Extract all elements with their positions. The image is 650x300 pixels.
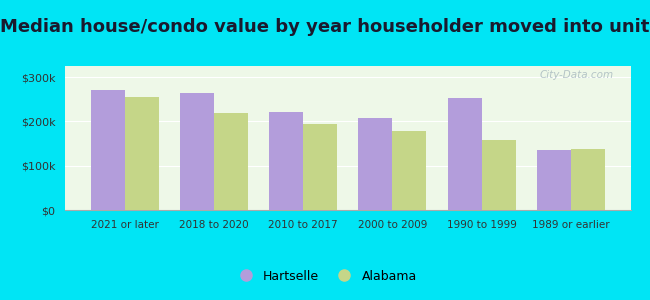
- Bar: [180, 93, 214, 210]
- Bar: [358, 118, 393, 210]
- Bar: [125, 97, 159, 210]
- Bar: [269, 112, 303, 210]
- Bar: [448, 98, 482, 210]
- Bar: [393, 131, 426, 210]
- Bar: [537, 150, 571, 210]
- Bar: [571, 149, 605, 210]
- Text: Median house/condo value by year householder moved into unit: Median house/condo value by year househo…: [0, 18, 650, 36]
- Bar: [482, 140, 515, 210]
- Bar: [303, 124, 337, 210]
- Bar: [214, 113, 248, 210]
- Bar: [91, 90, 125, 210]
- Legend: Hartselle, Alabama: Hartselle, Alabama: [228, 265, 422, 288]
- Text: City-Data.com: City-Data.com: [540, 70, 614, 80]
